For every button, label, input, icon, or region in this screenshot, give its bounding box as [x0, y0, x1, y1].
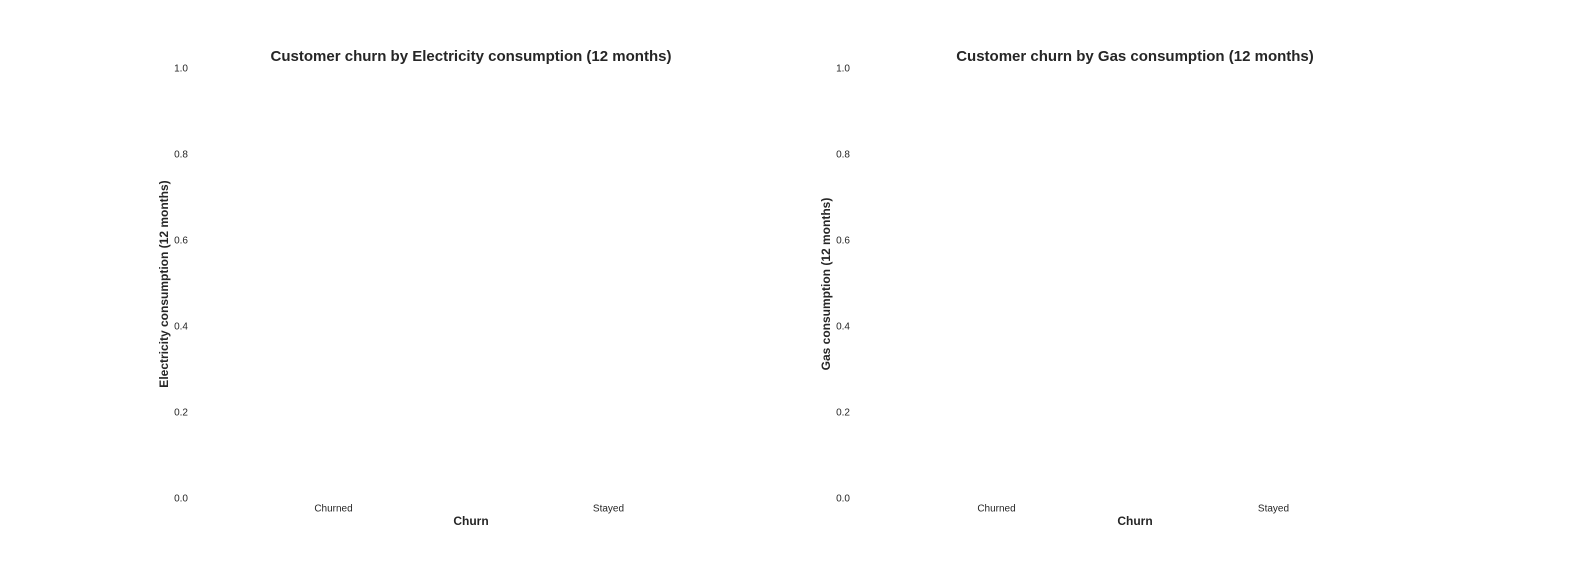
y-tick-label: 1.0	[836, 64, 850, 75]
x-axis-label: Churn	[1117, 514, 1152, 528]
y-tick-label: 0.2	[174, 408, 188, 419]
x-tick-label: Churned	[314, 504, 352, 515]
x-tick-label: Stayed	[593, 504, 624, 515]
y-tick-label: 0.4	[836, 322, 850, 333]
chart-title: Customer churn by Gas consumption (12 mo…	[956, 48, 1314, 65]
y-tick-label: 0.6	[836, 236, 850, 247]
x-axis-label: Churn	[453, 514, 488, 528]
x-tick-label: Stayed	[1258, 504, 1289, 515]
y-tick-label: 0.8	[174, 150, 188, 161]
y-tick-label: 0.0	[174, 494, 188, 505]
y-tick-label: 0.6	[174, 236, 188, 247]
y-tick-label: 0.8	[836, 150, 850, 161]
x-tick-label: Churned	[977, 504, 1015, 515]
chart-title: Customer churn by Electricity consumptio…	[271, 48, 672, 65]
chart: Customer churn by Gas consumption (12 mo…	[819, 48, 1314, 528]
y-axis-label: Electricity consumption (12 months)	[157, 180, 171, 387]
y-tick-label: 0.0	[836, 494, 850, 505]
y-axis-label: Gas consumption (12 months)	[819, 198, 833, 371]
chart: Customer churn by Electricity consumptio…	[157, 48, 671, 528]
y-tick-label: 0.4	[174, 322, 188, 333]
y-tick-label: 1.0	[174, 64, 188, 75]
y-tick-label: 0.2	[836, 408, 850, 419]
